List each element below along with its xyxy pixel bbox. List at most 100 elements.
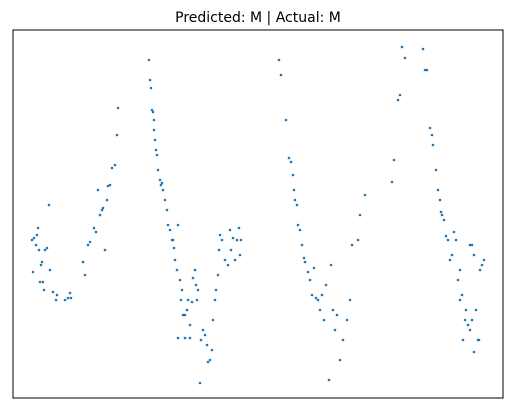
point (66, 296, 70, 300)
point (312, 266, 316, 270)
point (460, 293, 464, 297)
point (448, 258, 452, 262)
point (88, 240, 92, 244)
point (341, 338, 345, 342)
point (296, 223, 300, 227)
chart-title: Predicted: M | Actual: M (175, 10, 341, 26)
point (63, 298, 67, 302)
point (400, 45, 404, 49)
point (308, 278, 312, 282)
point (293, 198, 297, 202)
point (470, 318, 474, 322)
point (38, 280, 42, 284)
point (148, 78, 152, 82)
point (176, 223, 180, 227)
point (106, 184, 110, 188)
point (295, 203, 299, 207)
point (69, 296, 73, 300)
point (96, 188, 100, 192)
point (303, 260, 307, 264)
point (226, 263, 230, 267)
point (228, 228, 232, 232)
point (185, 308, 189, 312)
point (108, 183, 112, 187)
point (302, 256, 306, 260)
point (436, 188, 440, 192)
point (425, 68, 429, 72)
point (318, 308, 322, 312)
point (348, 298, 352, 302)
point (179, 298, 183, 302)
point (153, 138, 157, 142)
point (183, 336, 187, 340)
point (335, 313, 339, 317)
point (116, 106, 120, 110)
point (310, 293, 314, 297)
point (363, 193, 367, 197)
point (83, 273, 87, 277)
point (216, 273, 220, 277)
point (331, 308, 335, 312)
point (214, 288, 218, 292)
point (356, 238, 360, 242)
point (55, 293, 59, 297)
point (103, 248, 107, 252)
point (450, 253, 454, 257)
point (338, 358, 342, 362)
point (431, 143, 435, 147)
point (284, 118, 288, 122)
point (163, 198, 167, 202)
point (54, 298, 58, 302)
point (172, 246, 176, 250)
point (231, 236, 235, 240)
point (454, 238, 458, 242)
point (279, 73, 283, 77)
point (32, 236, 36, 240)
point (428, 126, 432, 130)
point (178, 278, 182, 282)
point (160, 181, 164, 185)
point (434, 168, 438, 172)
point (210, 348, 214, 352)
point (470, 243, 474, 247)
point (165, 208, 169, 212)
point (217, 248, 221, 252)
point (213, 298, 217, 302)
point (223, 258, 227, 262)
point (482, 258, 486, 262)
point (199, 338, 203, 342)
point (468, 328, 472, 332)
point (398, 93, 402, 97)
point (461, 338, 465, 342)
point (327, 378, 331, 382)
point (81, 260, 85, 264)
point (180, 288, 184, 292)
point (41, 280, 45, 284)
point (42, 288, 46, 292)
point (152, 118, 156, 122)
point (456, 278, 460, 282)
point (152, 128, 156, 132)
point (306, 270, 310, 274)
point (147, 58, 151, 62)
point (201, 328, 205, 332)
point (94, 230, 98, 234)
point (113, 163, 117, 167)
point (472, 253, 476, 257)
point (438, 198, 442, 202)
point (474, 308, 478, 312)
point (478, 268, 482, 272)
point (161, 188, 165, 192)
point (320, 293, 324, 297)
point (176, 336, 180, 340)
point (329, 263, 333, 267)
point (477, 338, 481, 342)
point (350, 243, 354, 247)
point (151, 110, 155, 114)
point (291, 173, 295, 177)
point (289, 160, 293, 164)
point (30, 238, 34, 242)
point (43, 248, 47, 252)
point (480, 263, 484, 267)
